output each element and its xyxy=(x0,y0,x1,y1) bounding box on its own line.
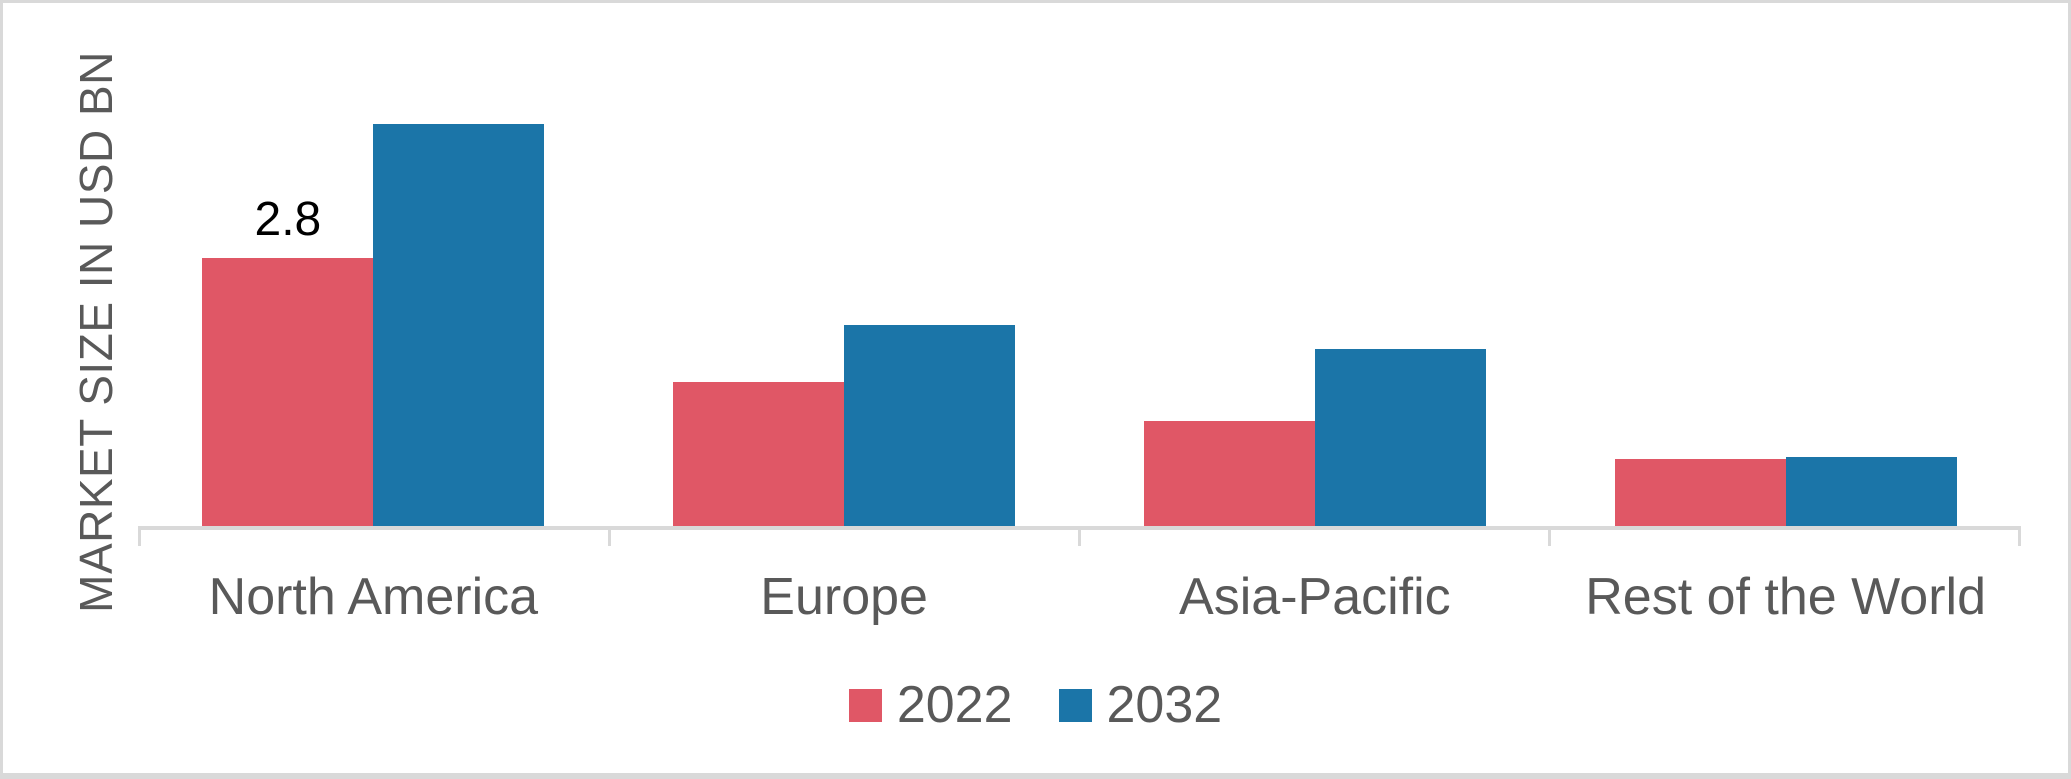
bar-north-america-2022: 2.8 xyxy=(202,196,374,526)
legend-item-2032: 2032 xyxy=(1058,676,1223,734)
bar-europe-2022 xyxy=(673,382,845,526)
x-axis-label-north-america: North America xyxy=(208,568,539,626)
bar-group-asia-pacific xyxy=(1080,3,1551,526)
bar-group-north-america: 2.8 xyxy=(138,3,609,526)
x-axis-label-asia-pacific: Asia-Pacific xyxy=(1179,568,1451,626)
bar-rest-of-the-world-2032 xyxy=(1785,457,1957,526)
x-axis-tick xyxy=(1548,526,1551,546)
legend-label-2032: 2032 xyxy=(1106,676,1223,734)
bar-group-europe xyxy=(609,3,1080,526)
x-axis-label-rest-of-the-world: Rest of the World xyxy=(1585,568,1986,626)
y-axis-label: MARKET SIZE IN USD BN xyxy=(70,51,122,613)
plot-area: 2.8 xyxy=(138,3,2021,526)
bar-group-rest-of-the-world xyxy=(1550,3,2021,526)
x-axis-tick xyxy=(138,526,141,546)
bar-europe-2032 xyxy=(844,325,1016,526)
bar-north-america-2032 xyxy=(373,124,545,526)
legend-item-2022: 2022 xyxy=(848,676,1013,734)
bar-asia-pacific-2032 xyxy=(1314,349,1486,526)
bar-rest-of-the-world-2022 xyxy=(1614,459,1786,526)
bar-asia-pacific-2022 xyxy=(1143,421,1315,526)
x-axis-tick xyxy=(2018,526,2021,546)
x-axis-labels: North America Europe Asia-Pacific Rest of t… xyxy=(138,568,2021,626)
legend-swatch-2032 xyxy=(1058,688,1092,722)
x-axis-tick xyxy=(608,526,611,546)
bar-value-label: 2.8 xyxy=(254,193,322,246)
legend: 2022 2032 xyxy=(3,679,2068,731)
legend-swatch-2022 xyxy=(848,688,882,722)
x-axis-tick xyxy=(1078,526,1081,546)
legend-label-2022: 2022 xyxy=(896,676,1013,734)
x-axis-label-europe: Europe xyxy=(760,568,928,626)
